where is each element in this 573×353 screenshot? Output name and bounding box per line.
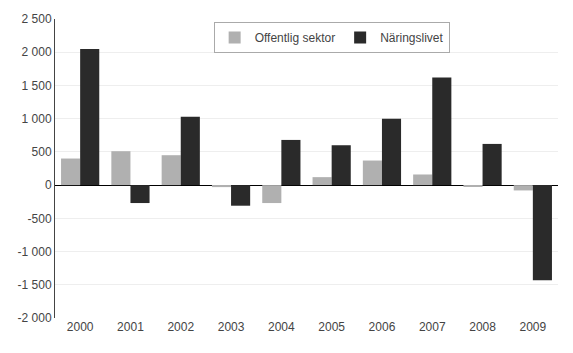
svg-text:2006: 2006 bbox=[369, 320, 396, 334]
svg-text:-1 000: -1 000 bbox=[18, 245, 52, 259]
svg-text:2 500: 2 500 bbox=[22, 12, 52, 26]
svg-text:-500: -500 bbox=[28, 212, 52, 226]
svg-text:0: 0 bbox=[45, 178, 52, 192]
svg-text:2009: 2009 bbox=[519, 320, 546, 334]
svg-text:2 000: 2 000 bbox=[22, 45, 52, 59]
svg-text:-2 000: -2 000 bbox=[18, 311, 52, 325]
svg-text:1 500: 1 500 bbox=[22, 79, 52, 93]
svg-text:500: 500 bbox=[32, 145, 52, 159]
svg-text:2007: 2007 bbox=[419, 320, 446, 334]
svg-text:Offentlig sektor: Offentlig sektor bbox=[255, 31, 335, 45]
svg-text:2008: 2008 bbox=[469, 320, 496, 334]
svg-text:-1 500: -1 500 bbox=[18, 278, 52, 292]
svg-text:1 000: 1 000 bbox=[22, 112, 52, 126]
svg-text:2005: 2005 bbox=[318, 320, 345, 334]
svg-text:2000: 2000 bbox=[67, 320, 94, 334]
svg-text:2001: 2001 bbox=[117, 320, 144, 334]
svg-text:Näringslivet: Näringslivet bbox=[380, 31, 443, 45]
svg-text:2003: 2003 bbox=[218, 320, 245, 334]
svg-text:2004: 2004 bbox=[268, 320, 295, 334]
svg-text:2002: 2002 bbox=[167, 320, 194, 334]
